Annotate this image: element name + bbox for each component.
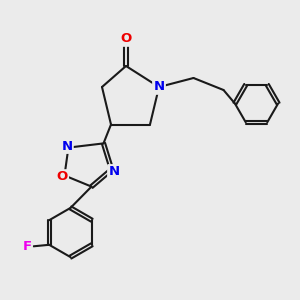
Text: O: O	[56, 170, 68, 184]
Text: N: N	[153, 80, 165, 94]
Text: F: F	[22, 240, 32, 253]
Text: N: N	[61, 140, 73, 153]
Text: N: N	[108, 165, 120, 178]
Text: O: O	[120, 32, 132, 46]
